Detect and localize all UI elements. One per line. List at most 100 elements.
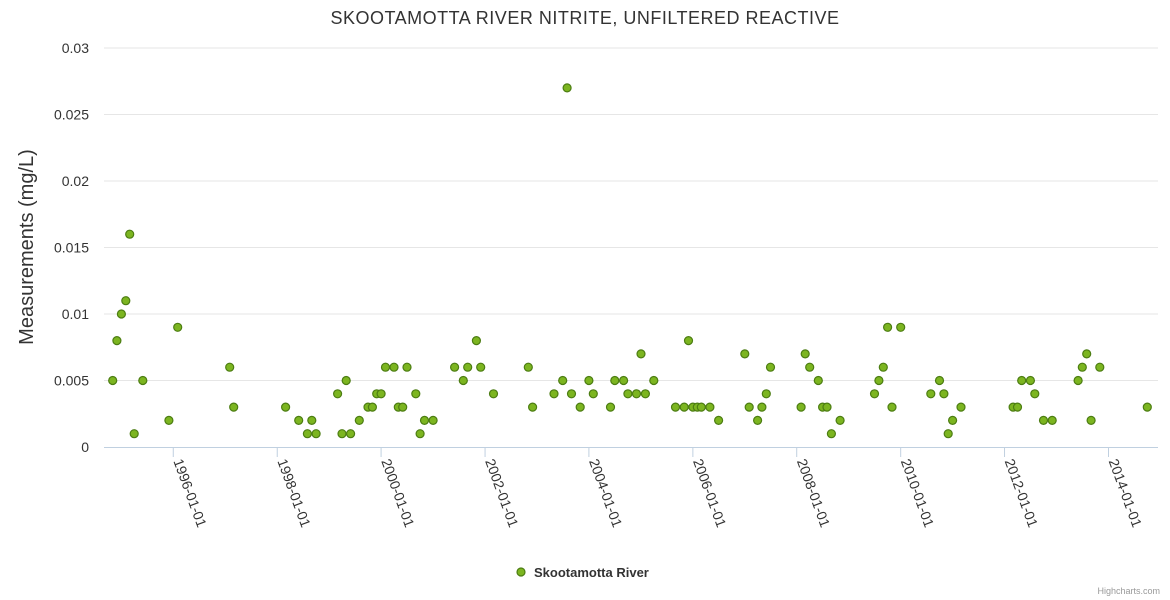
credits-link[interactable]: Highcharts.com <box>1097 586 1160 596</box>
data-point[interactable] <box>939 389 949 399</box>
data-point[interactable] <box>805 362 815 372</box>
data-point[interactable] <box>1142 402 1152 412</box>
data-point[interactable] <box>302 429 312 439</box>
data-point[interactable] <box>458 375 468 386</box>
data-point[interactable] <box>705 402 715 412</box>
legend-label[interactable]: Skootamotta River <box>534 565 649 580</box>
data-point[interactable] <box>333 389 343 399</box>
data-point[interactable] <box>874 375 884 386</box>
data-point[interactable] <box>419 415 430 425</box>
data-point[interactable] <box>878 362 888 372</box>
data-point[interactable] <box>337 429 347 439</box>
data-point[interactable] <box>523 362 533 372</box>
data-point[interactable] <box>415 429 425 439</box>
data-point[interactable] <box>822 402 832 412</box>
data-point[interactable] <box>229 402 239 412</box>
data-point[interactable] <box>380 362 391 372</box>
data-point[interactable] <box>1047 415 1057 425</box>
data-point[interactable] <box>376 389 386 399</box>
data-point[interactable] <box>943 429 953 439</box>
data-point[interactable] <box>566 389 577 399</box>
data-point[interactable] <box>584 375 594 386</box>
data-point[interactable] <box>294 415 304 425</box>
data-point[interactable] <box>896 322 906 332</box>
data-point[interactable] <box>679 402 689 412</box>
data-point[interactable] <box>562 83 572 93</box>
data-point[interactable] <box>1086 415 1096 425</box>
data-point[interactable] <box>869 389 880 399</box>
data-point[interactable] <box>225 362 235 372</box>
data-point[interactable] <box>112 336 122 346</box>
data-point[interactable] <box>116 309 127 319</box>
data-point[interactable] <box>450 362 460 372</box>
data-point[interactable] <box>1095 362 1105 372</box>
data-point[interactable] <box>389 362 399 372</box>
data-point[interactable] <box>1082 349 1092 359</box>
data-point[interactable] <box>618 375 629 386</box>
data-point[interactable] <box>605 402 616 412</box>
data-point[interactable] <box>354 415 364 425</box>
data-point[interactable] <box>696 402 706 412</box>
data-point[interactable] <box>1038 415 1049 425</box>
data-point[interactable] <box>813 375 823 386</box>
data-point[interactable] <box>527 402 538 412</box>
data-point[interactable] <box>947 415 958 425</box>
data-point[interactable] <box>1012 402 1023 412</box>
data-point[interactable] <box>744 402 754 412</box>
data-point[interactable] <box>887 402 897 412</box>
data-point[interactable] <box>796 402 806 412</box>
data-point[interactable] <box>800 349 810 359</box>
data-point[interactable] <box>138 375 148 386</box>
data-point[interactable] <box>1025 375 1036 386</box>
data-point[interactable] <box>956 402 966 412</box>
data-point[interactable] <box>575 402 585 412</box>
data-point[interactable] <box>341 375 351 386</box>
data-point[interactable] <box>346 429 356 439</box>
data-point[interactable] <box>757 402 767 412</box>
data-point[interactable] <box>307 415 317 425</box>
data-point[interactable] <box>125 229 135 239</box>
data-point[interactable] <box>765 362 776 372</box>
data-point[interactable] <box>761 389 771 399</box>
data-point[interactable] <box>549 389 559 399</box>
data-point[interactable] <box>129 429 139 439</box>
data-point[interactable] <box>402 362 412 372</box>
data-point[interactable] <box>558 375 568 386</box>
data-point[interactable] <box>752 415 763 425</box>
data-point[interactable] <box>281 402 291 412</box>
data-point[interactable] <box>367 402 377 412</box>
data-point[interactable] <box>623 389 633 399</box>
data-point[interactable] <box>610 375 620 386</box>
data-point[interactable] <box>488 389 499 399</box>
data-point[interactable] <box>428 415 438 425</box>
data-point[interactable] <box>926 389 936 399</box>
data-point[interactable] <box>1030 389 1040 399</box>
data-point[interactable] <box>311 429 321 439</box>
data-point[interactable] <box>398 402 408 412</box>
data-point[interactable] <box>835 415 845 425</box>
data-point[interactable] <box>640 389 651 399</box>
data-point[interactable] <box>740 349 750 359</box>
data-point[interactable] <box>121 296 131 306</box>
data-point[interactable] <box>934 375 945 386</box>
data-point[interactable] <box>411 389 421 399</box>
data-point[interactable] <box>471 336 481 346</box>
data-point[interactable] <box>1077 362 1087 372</box>
data-point[interactable] <box>649 375 659 386</box>
data-point[interactable] <box>670 402 681 412</box>
data-point[interactable] <box>882 322 893 332</box>
data-point[interactable] <box>1017 375 1027 386</box>
series-points[interactable] <box>108 83 1152 439</box>
data-point[interactable] <box>164 415 174 425</box>
data-point[interactable] <box>713 415 724 425</box>
data-point[interactable] <box>1073 375 1083 386</box>
data-point[interactable] <box>636 349 646 359</box>
data-point[interactable] <box>826 429 837 439</box>
data-point[interactable] <box>108 375 118 386</box>
data-point[interactable] <box>173 322 183 332</box>
data-point[interactable] <box>463 362 473 372</box>
data-point[interactable] <box>683 336 694 346</box>
legend-marker[interactable] <box>516 567 526 577</box>
data-point[interactable] <box>476 362 486 372</box>
data-point[interactable] <box>631 389 642 399</box>
